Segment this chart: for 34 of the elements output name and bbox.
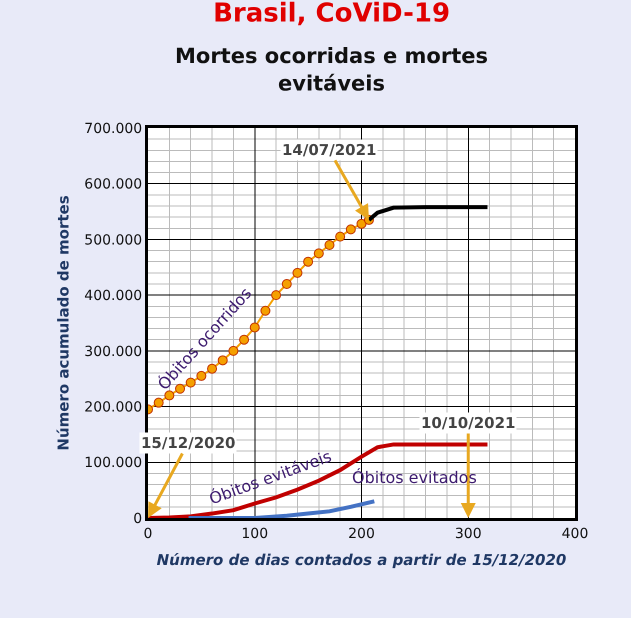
x-tick-label: 100 <box>241 526 268 542</box>
y-tick-label: 700.000 <box>84 120 142 137</box>
point <box>356 218 366 229</box>
x-tick-label: 0 <box>144 526 152 542</box>
y-tick-label: 600.000 <box>84 176 142 193</box>
x-axis-title: Número de dias contados a partir de 15/12/2020 <box>156 550 566 569</box>
annotation: 15/12/2020 <box>141 434 236 452</box>
point <box>218 355 228 366</box>
y-tick-label: 500.000 <box>84 232 142 248</box>
point <box>207 364 218 374</box>
y-tick-label: 0 <box>133 510 142 527</box>
point <box>314 248 324 258</box>
y-axis-title: Número acumulado de mortes <box>54 195 73 451</box>
point <box>164 390 174 400</box>
annotation: 14/07/2021 <box>282 141 376 159</box>
y-tick-label: 400.000 <box>84 288 142 304</box>
point <box>271 290 282 300</box>
x-tick-label: 200 <box>348 526 375 542</box>
y-tick-label: 100.000 <box>84 455 142 472</box>
y-tick-label: 300.000 <box>84 344 142 360</box>
x-tick-label: 400 <box>562 526 588 542</box>
point <box>346 224 356 234</box>
point <box>260 306 270 316</box>
chart-title: Brasil, CoViD-19 <box>213 0 450 28</box>
point <box>335 232 346 242</box>
point <box>324 240 334 250</box>
point <box>154 398 164 408</box>
chart-subtitle: Mortes ocorridas e mortes evitáveis <box>175 44 488 96</box>
point <box>303 256 314 267</box>
point <box>292 268 302 278</box>
annotation: 10/10/2021 <box>421 414 516 432</box>
x-tick-label: 300 <box>454 526 482 542</box>
point <box>282 279 292 289</box>
y-tick-label: 200.000 <box>84 399 142 416</box>
